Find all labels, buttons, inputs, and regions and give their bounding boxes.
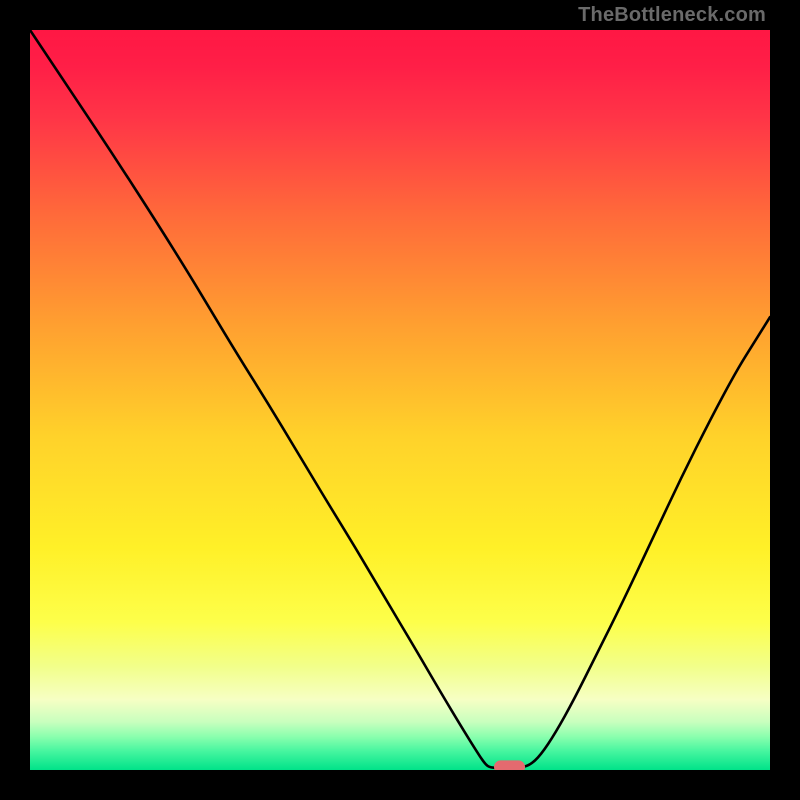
watermark-text: TheBottleneck.com <box>578 4 766 27</box>
background-gradient <box>30 30 770 770</box>
plot-area <box>30 30 770 770</box>
chart-frame: TheBottleneck.com <box>0 0 800 800</box>
